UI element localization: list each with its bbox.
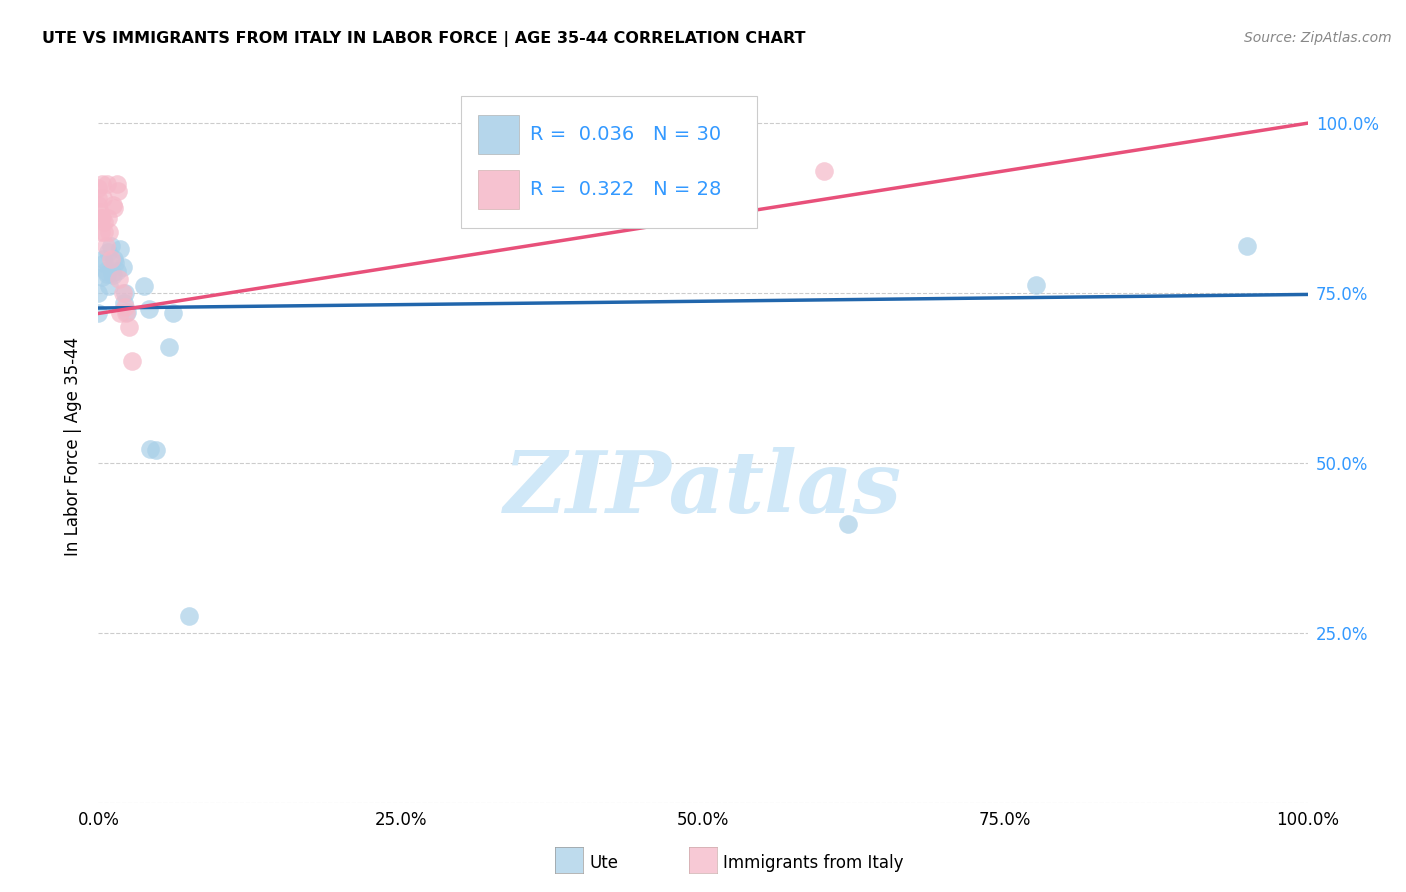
Point [98, 279, 121, 293]
Point [91, 270, 114, 285]
Text: R =  0.322   N = 28: R = 0.322 N = 28 [530, 180, 721, 199]
Point [90, 225, 112, 239]
Point [87, 198, 110, 212]
Text: UTE VS IMMIGRANTS FROM ITALY IN LABOR FORCE | AGE 35-44 CORRELATION CHART: UTE VS IMMIGRANTS FROM ITALY IN LABOR FO… [42, 31, 806, 47]
Point [100, 238, 122, 252]
Point [179, 608, 201, 623]
Text: R =  0.036   N = 30: R = 0.036 N = 30 [530, 126, 721, 145]
Point [97, 211, 120, 226]
Point [101, 198, 124, 212]
Point [96, 267, 118, 281]
Text: Immigrants from Italy: Immigrants from Italy [723, 854, 903, 871]
Point [1024, 277, 1046, 292]
Point [93, 225, 115, 239]
Point [91, 252, 114, 266]
Point [114, 300, 136, 314]
Point [134, 279, 156, 293]
Point [91, 191, 114, 205]
Point [103, 201, 125, 215]
Point [93, 255, 115, 269]
Point [96, 178, 118, 192]
Point [108, 242, 131, 256]
Point [93, 215, 115, 229]
Point [87, 191, 110, 205]
Point [94, 264, 117, 278]
Point [87, 286, 110, 301]
Point [813, 163, 835, 178]
Point [104, 255, 127, 269]
Point [98, 225, 121, 239]
Point [103, 252, 125, 266]
Point [105, 178, 128, 192]
Y-axis label: In Labor Force | Age 35-44: In Labor Force | Age 35-44 [65, 336, 83, 556]
Point [87, 306, 110, 320]
Point [108, 306, 131, 320]
Point [162, 306, 184, 320]
Point [100, 252, 122, 266]
Point [118, 320, 141, 334]
Point [105, 264, 128, 278]
Point [108, 272, 131, 286]
Point [117, 305, 139, 319]
Point [87, 180, 110, 194]
Point [157, 341, 180, 355]
Text: Ute: Ute [589, 854, 619, 871]
Point [89, 204, 111, 219]
Point [138, 301, 160, 316]
FancyBboxPatch shape [478, 115, 519, 154]
Point [91, 211, 114, 226]
Point [107, 184, 129, 198]
Point [101, 268, 124, 283]
Point [90, 211, 112, 226]
Point [1236, 238, 1258, 252]
Point [94, 238, 117, 252]
Point [145, 443, 167, 458]
Point [121, 354, 143, 368]
Point [111, 260, 134, 275]
Point [97, 245, 120, 260]
Point [837, 517, 859, 532]
Point [100, 266, 122, 280]
FancyBboxPatch shape [478, 170, 519, 210]
Point [139, 442, 162, 457]
Point [115, 306, 138, 320]
Point [114, 286, 136, 301]
Point [112, 295, 135, 310]
Text: ZIPatlas: ZIPatlas [503, 447, 903, 531]
FancyBboxPatch shape [461, 96, 758, 228]
Text: Source: ZipAtlas.com: Source: ZipAtlas.com [1244, 31, 1392, 45]
Point [111, 286, 134, 301]
Point [91, 178, 114, 192]
